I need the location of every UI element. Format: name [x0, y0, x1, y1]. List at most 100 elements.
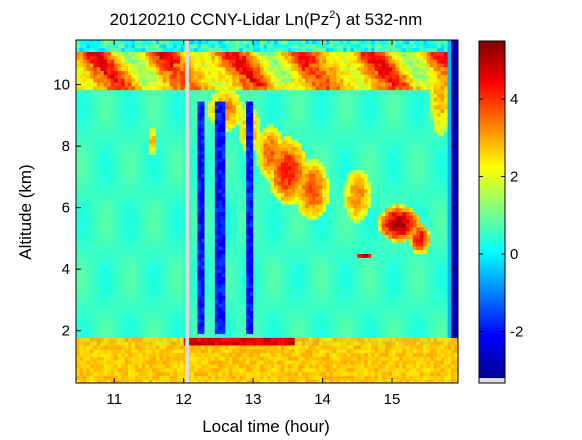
- heat-cell: [159, 291, 164, 296]
- heat-cell: [187, 314, 192, 319]
- heat-cell: [107, 302, 112, 308]
- heat-cell: [221, 249, 226, 255]
- heat-cell: [221, 192, 226, 197]
- heat-cell: [194, 104, 199, 110]
- heat-cell: [152, 295, 157, 300]
- heat-cell: [135, 222, 140, 228]
- heat-cell: [159, 135, 164, 140]
- heat-cell: [228, 181, 233, 186]
- heat-cell: [148, 219, 153, 224]
- heat-cell: [159, 196, 164, 201]
- heat-cell: [253, 62, 258, 68]
- heat-cell: [239, 177, 244, 182]
- heat-cell: [114, 257, 119, 262]
- heat-cell: [187, 66, 192, 72]
- heat-cell: [256, 177, 261, 182]
- heat-cell: [211, 283, 216, 289]
- heat-cell: [100, 348, 105, 354]
- heat-cell: [110, 55, 115, 60]
- heat-cell: [225, 249, 230, 255]
- heat-cell: [204, 341, 209, 346]
- heat-cell: [242, 192, 247, 197]
- heat-cell: [263, 85, 268, 91]
- heat-cell: [242, 283, 247, 289]
- heat-cell: [162, 344, 167, 350]
- heat-cell: [117, 371, 122, 376]
- heat-cell: [96, 344, 101, 350]
- heat-cell: [232, 184, 237, 190]
- heat-cell: [180, 272, 185, 277]
- heat-cell: [253, 70, 258, 75]
- heat-cell: [190, 363, 195, 369]
- heat-cell: [82, 188, 88, 194]
- heat-cell: [235, 120, 240, 125]
- heat-cell: [131, 135, 136, 140]
- heat-cell: [242, 100, 247, 106]
- heat-cell: [225, 299, 230, 304]
- heat-cell: [96, 234, 101, 239]
- heat-cell: [263, 322, 268, 327]
- heat-cell: [256, 51, 261, 56]
- heat-cell: [148, 363, 153, 369]
- heat-cell: [152, 154, 157, 159]
- heat-cell: [100, 245, 105, 251]
- heat-cell: [228, 55, 233, 60]
- heat-cell: [249, 287, 254, 293]
- heat-cell: [190, 200, 195, 205]
- heat-cell: [190, 112, 195, 117]
- heat-cell: [173, 264, 178, 270]
- heat-cell: [145, 142, 150, 148]
- heat-cell: [194, 367, 199, 373]
- heat-cell: [100, 200, 105, 205]
- heat-cell: [246, 215, 251, 220]
- heat-cell: [96, 177, 101, 182]
- heat-cell: [76, 348, 81, 354]
- heat-cell: [166, 154, 171, 159]
- heat-cell: [228, 62, 233, 68]
- heat-cell: [260, 188, 265, 194]
- heat-cell: [242, 123, 247, 129]
- heat-cell: [225, 333, 230, 338]
- heat-cell: [135, 314, 140, 319]
- heat-cell: [260, 127, 265, 133]
- heat-cell: [242, 142, 247, 148]
- heat-cell: [263, 196, 268, 201]
- heat-cell: [173, 200, 178, 205]
- heat-cell: [166, 344, 171, 350]
- heat-cell: [82, 108, 88, 114]
- heat-cell: [194, 363, 199, 369]
- heat-cell: [173, 139, 178, 144]
- heat-cell: [228, 211, 233, 216]
- heat-cell: [239, 272, 244, 277]
- heat-cell: [128, 120, 133, 125]
- heat-cell: [155, 283, 160, 289]
- heat-cell: [221, 62, 226, 68]
- heat-cell: [246, 89, 251, 94]
- heat-cell: [253, 100, 258, 106]
- heat-cell: [187, 363, 192, 369]
- heat-cell: [89, 272, 94, 277]
- heat-cell: [131, 177, 136, 182]
- heat-cell: [100, 43, 105, 49]
- heat-cell: [201, 131, 206, 136]
- heat-cell: [194, 97, 199, 102]
- heat-cell: [173, 344, 178, 350]
- heat-cell: [96, 287, 101, 293]
- heat-cell: [162, 329, 167, 335]
- heat-cell: [93, 375, 98, 380]
- heat-cell: [76, 291, 81, 296]
- heat-cell: [89, 161, 94, 167]
- heat-cell: [246, 253, 251, 258]
- heat-cell: [197, 264, 202, 270]
- heat-cell: [103, 120, 108, 125]
- heat-cell: [176, 135, 181, 140]
- heat-cell: [197, 158, 202, 163]
- heat-cell: [221, 363, 226, 369]
- heat-cell: [260, 70, 265, 75]
- heat-cell: [117, 280, 122, 285]
- heat-cell: [176, 234, 181, 239]
- heat-cell: [110, 70, 115, 75]
- heat-cell: [242, 337, 247, 342]
- heat-cell: [232, 230, 237, 235]
- heat-cell: [107, 276, 112, 281]
